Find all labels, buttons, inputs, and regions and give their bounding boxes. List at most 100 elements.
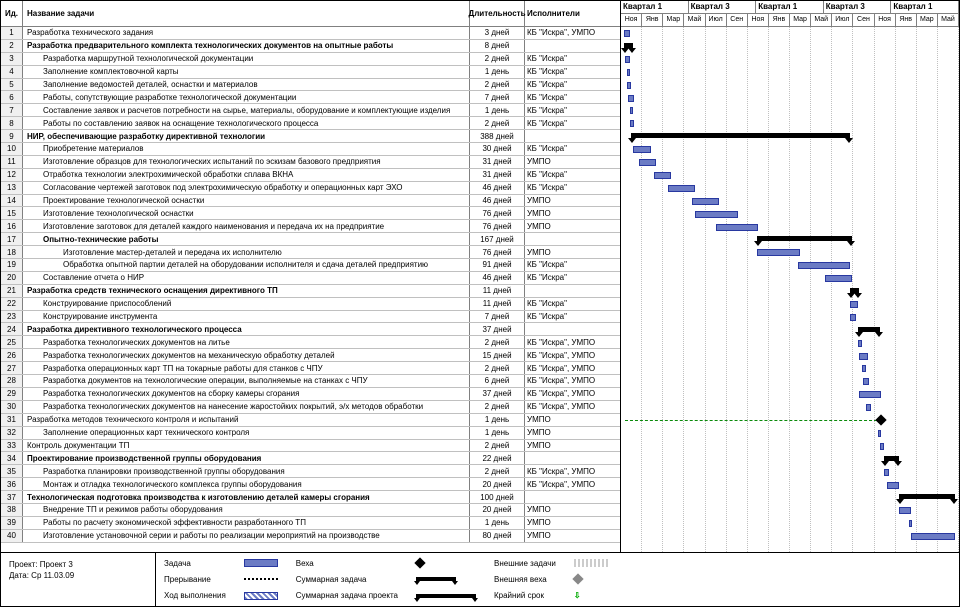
table-row[interactable]: 38Внедрение ТП и режимов работы оборудов… (1, 504, 620, 517)
task-bar[interactable] (858, 340, 862, 347)
row-task-name[interactable]: Заполнение комплектовочной карты (23, 66, 470, 78)
row-task-name[interactable]: Опытно-технические работы (23, 233, 470, 245)
table-row[interactable]: 36Монтаж и отладка технологического комп… (1, 478, 620, 491)
task-bar[interactable] (624, 30, 630, 37)
row-task-name[interactable]: Разработка технологических документов на… (23, 349, 470, 361)
task-bar[interactable] (628, 95, 634, 102)
row-resources[interactable]: КБ "Искра" (525, 66, 620, 78)
table-row[interactable]: 18Изготовление мастер-деталей и передача… (1, 246, 620, 259)
row-resources[interactable]: КБ "Искра", УМПО (525, 478, 620, 490)
dotted-bar[interactable] (625, 420, 876, 421)
milestone-marker[interactable] (875, 414, 886, 425)
table-row[interactable]: 9НИР, обеспечивающие разработку директив… (1, 130, 620, 143)
row-task-name[interactable]: Заполнение операционных карт техническог… (23, 427, 470, 439)
row-resources[interactable]: КБ "Искра", УМПО (525, 401, 620, 413)
row-task-name[interactable]: Изготовление технологической оснастки (23, 207, 470, 219)
col-header-name[interactable]: Название задачи (23, 1, 470, 26)
row-task-name[interactable]: Изготовление установочной серии и работы… (23, 530, 470, 542)
row-duration[interactable]: 80 дней (470, 530, 525, 542)
row-duration[interactable]: 20 дней (470, 504, 525, 516)
row-duration[interactable]: 46 дней (470, 195, 525, 207)
row-duration[interactable]: 388 дней (470, 130, 525, 142)
row-task-name[interactable]: Согласование чертежей заготовок под элек… (23, 182, 470, 194)
row-task-name[interactable]: Составление заявок и расчетов потребност… (23, 104, 470, 116)
task-bar[interactable] (850, 314, 856, 321)
row-resources[interactable]: УМПО (525, 246, 620, 258)
row-task-name[interactable]: Работы по расчету экономической эффектив… (23, 517, 470, 529)
row-duration[interactable]: 46 дней (470, 272, 525, 284)
table-row[interactable]: 13Согласование чертежей заготовок под эл… (1, 182, 620, 195)
row-resources[interactable]: УМПО (525, 207, 620, 219)
row-resources[interactable]: КБ "Искра" (525, 259, 620, 271)
summary-bar[interactable] (899, 494, 955, 499)
row-resources[interactable]: КБ "Искра" (525, 117, 620, 129)
row-duration[interactable]: 167 дней (470, 233, 525, 245)
table-row[interactable]: 19Обработка опытной партии деталей на об… (1, 259, 620, 272)
task-bar[interactable] (878, 430, 881, 437)
table-row[interactable]: 25Разработка технологических документов … (1, 336, 620, 349)
task-bar[interactable] (825, 275, 852, 282)
task-bar[interactable] (887, 482, 899, 489)
row-duration[interactable]: 7 дней (470, 91, 525, 103)
table-row[interactable]: 32Заполнение операционных карт техническ… (1, 427, 620, 440)
table-row[interactable]: 33Контроль документации ТП2 днейУМПО (1, 440, 620, 453)
table-row[interactable]: 12Отработка технологии электрохимической… (1, 169, 620, 182)
task-bar[interactable] (630, 107, 633, 114)
row-resources[interactable]: КБ "Искра", УМПО (525, 27, 620, 39)
row-resources[interactable]: КБ "Искра" (525, 104, 620, 116)
table-row[interactable]: 28Разработка документов на технологическ… (1, 375, 620, 388)
row-resources[interactable]: КБ "Искра" (525, 182, 620, 194)
row-duration[interactable]: 100 дней (470, 491, 525, 503)
task-bar[interactable] (850, 301, 857, 308)
row-resources[interactable]: КБ "Искра", УМПО (525, 349, 620, 361)
task-bar[interactable] (627, 69, 630, 76)
row-resources[interactable]: УМПО (525, 156, 620, 168)
row-duration[interactable]: 2 дней (470, 401, 525, 413)
table-row[interactable]: 31Разработка методов технического контро… (1, 414, 620, 427)
row-duration[interactable]: 1 день (470, 66, 525, 78)
task-bar[interactable] (862, 365, 866, 372)
table-row[interactable]: 23Конструирование инструмента7 днейКБ "И… (1, 311, 620, 324)
row-duration[interactable]: 1 день (470, 517, 525, 529)
table-row[interactable]: 39Работы по расчету экономической эффект… (1, 517, 620, 530)
row-task-name[interactable]: НИР, обеспечивающие разработку директивн… (23, 130, 470, 142)
row-resources[interactable]: КБ "Искра" (525, 169, 620, 181)
row-resources[interactable] (525, 491, 620, 503)
table-row[interactable]: 29Разработка технологических документов … (1, 388, 620, 401)
row-resources[interactable]: КБ "Искра", УМПО (525, 388, 620, 400)
col-header-resources[interactable]: Исполнители (525, 1, 620, 26)
row-task-name[interactable]: Внедрение ТП и режимов работы оборудован… (23, 504, 470, 516)
row-task-name[interactable]: Проектирование технологической оснастки (23, 195, 470, 207)
table-row[interactable]: 16Изготовление заготовок для деталей каж… (1, 220, 620, 233)
row-task-name[interactable]: Работы по составлению заявок на оснащени… (23, 117, 470, 129)
row-task-name[interactable]: Заполнение ведомостей деталей, оснастки … (23, 79, 470, 91)
col-header-id[interactable]: Ид. (1, 1, 23, 26)
row-resources[interactable]: КБ "Искра" (525, 53, 620, 65)
row-duration[interactable]: 2 дней (470, 465, 525, 477)
row-resources[interactable] (525, 452, 620, 464)
row-resources[interactable] (525, 323, 620, 335)
row-task-name[interactable]: Разработка предварительного комплекта те… (23, 40, 470, 52)
task-bar[interactable] (884, 469, 888, 476)
row-task-name[interactable]: Составление отчета о НИР (23, 272, 470, 284)
table-row[interactable]: 20Составление отчета о НИР46 днейКБ "Иск… (1, 272, 620, 285)
row-duration[interactable]: 37 дней (470, 323, 525, 335)
summary-bar[interactable] (850, 288, 859, 293)
task-bar[interactable] (880, 443, 884, 450)
row-task-name[interactable]: Разработка средств технического оснащени… (23, 285, 470, 297)
task-bar[interactable] (757, 249, 800, 256)
task-bar[interactable] (716, 224, 759, 231)
row-task-name[interactable]: Разработка директивного технологического… (23, 323, 470, 335)
row-duration[interactable]: 20 дней (470, 478, 525, 490)
row-task-name[interactable]: Разработка технологических документов на… (23, 336, 470, 348)
table-row[interactable]: 11Изготовление образцов для технологичес… (1, 156, 620, 169)
task-bar[interactable] (863, 378, 869, 385)
row-resources[interactable]: КБ "Искра", УМПО (525, 465, 620, 477)
table-row[interactable]: 24Разработка директивного технологическо… (1, 323, 620, 336)
row-duration[interactable]: 1 день (470, 414, 525, 426)
table-row[interactable]: 10Приобретение материалов30 днейКБ "Искр… (1, 143, 620, 156)
table-row[interactable]: 2Разработка предварительного комплекта т… (1, 40, 620, 53)
row-resources[interactable] (525, 285, 620, 297)
row-resources[interactable]: УМПО (525, 427, 620, 439)
row-duration[interactable]: 11 дней (470, 285, 525, 297)
